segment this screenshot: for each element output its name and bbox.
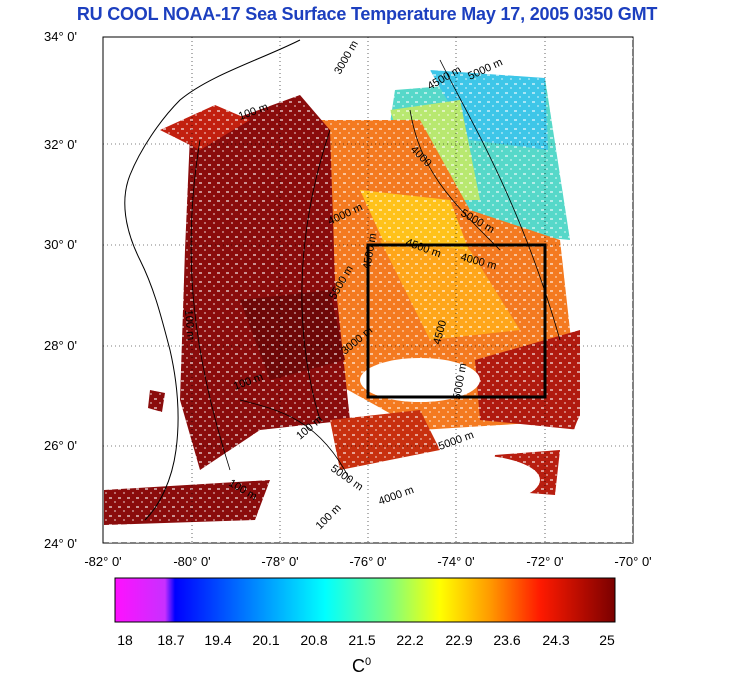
colorbar-tick: 24.3 xyxy=(542,632,570,648)
coastline xyxy=(124,39,301,521)
lat-label: 26° 0' xyxy=(44,438,77,453)
colorbar-tick: 21.5 xyxy=(348,632,376,648)
lat-label: 24° 0' xyxy=(44,536,77,551)
lon-label: -74° 0' xyxy=(437,554,475,569)
lat-label: 32° 0' xyxy=(44,137,77,152)
colorbar-tick: 19.4 xyxy=(204,632,232,648)
lat-label: 28° 0' xyxy=(44,338,77,353)
sst-field xyxy=(104,37,633,543)
contour-label: 100 m xyxy=(182,309,197,341)
colorbar-tick: 20.8 xyxy=(300,632,328,648)
colorbar-tick: 23.6 xyxy=(493,632,521,648)
lon-label: -72° 0' xyxy=(526,554,564,569)
lat-label: 30° 0' xyxy=(44,237,77,252)
colorbar-tick: 20.1 xyxy=(252,632,280,648)
map-title: RU COOL NOAA-17 Sea Surface Temperature … xyxy=(76,4,658,24)
colorbar-tick: 18.7 xyxy=(157,632,185,648)
lon-label: -70° 0' xyxy=(614,554,652,569)
lat-label: 34° 0' xyxy=(44,29,77,44)
lon-label: -80° 0' xyxy=(173,554,211,569)
colorbar-tick: 22.9 xyxy=(445,632,473,648)
lon-label: -78° 0' xyxy=(261,554,299,569)
colorbar-tick: 25 xyxy=(599,632,615,648)
colorbar-tick: 22.2 xyxy=(396,632,424,648)
colorbar-unit-sup: 0 xyxy=(365,656,372,668)
study-area-box xyxy=(366,243,547,399)
lon-label: -76° 0' xyxy=(349,554,387,569)
lon-label: -82° 0' xyxy=(84,554,122,569)
bathymetry-contours xyxy=(190,59,561,481)
colorbar-unit-letter: C xyxy=(352,656,365,676)
colorbar xyxy=(114,577,616,623)
colorbar-unit: C0 xyxy=(352,656,371,677)
colorbar-tick: 18 xyxy=(117,632,133,648)
